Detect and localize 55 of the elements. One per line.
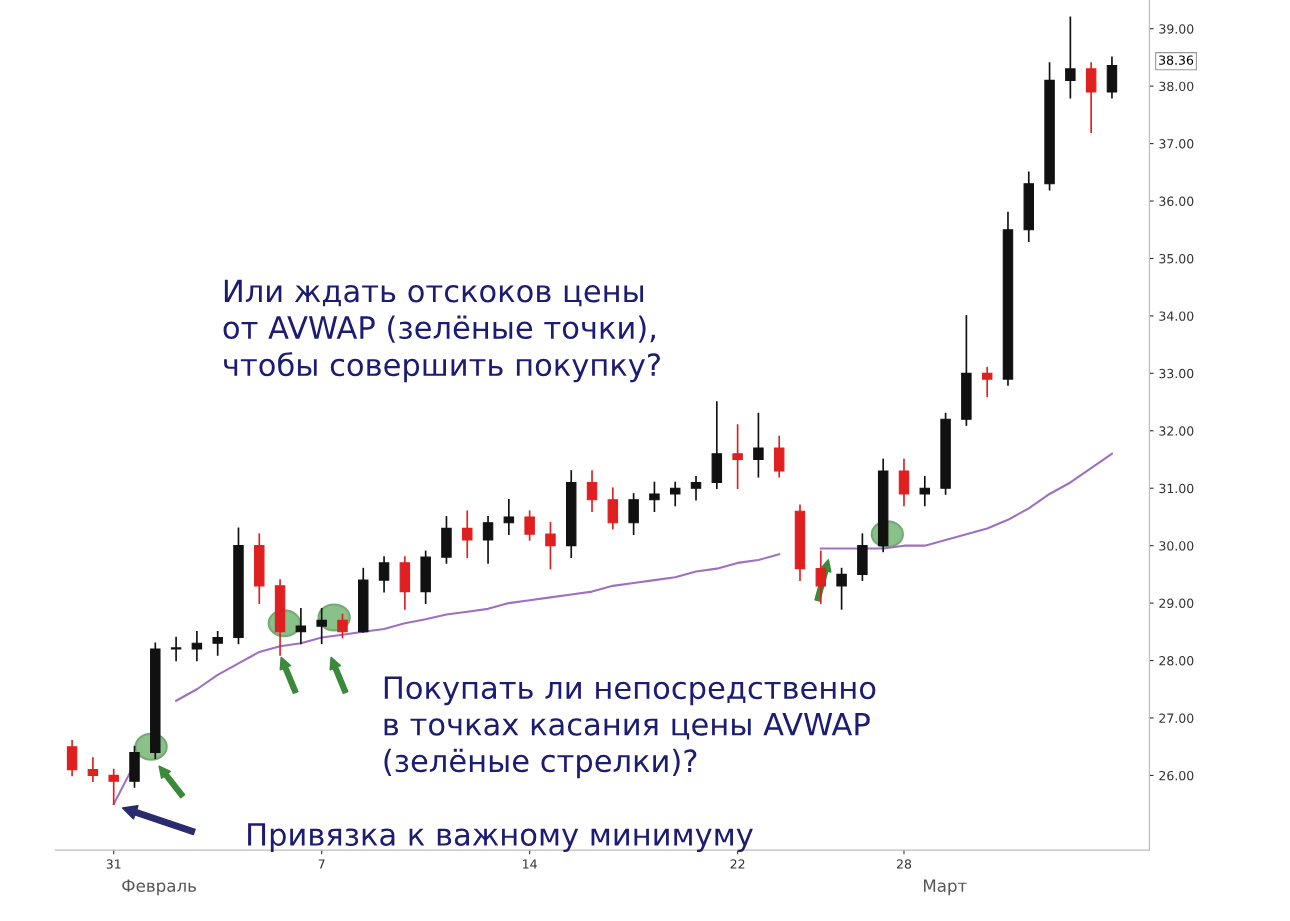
candlestick (524, 510, 535, 541)
x-tick-label: 22 (730, 859, 745, 869)
candlestick (919, 475, 931, 507)
annotation: Привязка к важному минимуму (248, 823, 753, 852)
y-tick-label: 37.00 (1159, 139, 1194, 149)
candlestick (170, 636, 182, 662)
y-tick-label: 32.00 (1159, 426, 1194, 436)
y-tick-label: 38.00 (1159, 81, 1194, 92)
y-tick-label: 39.00 (1159, 24, 1194, 34)
candlestick (690, 475, 702, 501)
text: Февраль (122, 879, 196, 896)
text: 38.36 (1159, 55, 1194, 65)
x-tick-label: 31 (106, 859, 121, 869)
candlestick (108, 768, 119, 805)
x-tick-label: 14 (523, 859, 537, 869)
y-tick-label: 27.00 (1159, 713, 1194, 723)
candlestick (836, 567, 847, 610)
candlestick (649, 481, 660, 513)
candlestick (545, 521, 556, 570)
candlestick (732, 424, 743, 490)
y-tick-label: 31.00 (1159, 483, 1194, 494)
y-tick-label: 30.00 (1159, 541, 1194, 551)
candlestick (316, 608, 327, 645)
y-tick-label: 26.00 (1159, 770, 1194, 781)
candlestick (87, 757, 99, 782)
candlestick (753, 412, 764, 478)
candlestick (586, 470, 598, 513)
x-tick-label: 28 (896, 859, 912, 869)
candlestick (378, 556, 390, 593)
candlestick (337, 613, 348, 639)
candlestick (482, 516, 494, 564)
text: Март (923, 879, 967, 896)
candlestick (295, 608, 307, 645)
y-tick-label: 28.00 (1159, 656, 1194, 666)
candlestick (191, 630, 203, 662)
candlestick (1065, 16, 1076, 99)
candlestick (462, 510, 473, 558)
candlestick (669, 481, 681, 507)
candlestick (607, 487, 619, 530)
annotation: Покупать ли непосредственно в точках касания цены AVWAP (зелёные стрелки)? (384, 676, 876, 779)
x-tick-label: 7 (318, 859, 325, 869)
candlestick (212, 630, 223, 656)
y-tick-label: 29.00 (1159, 598, 1194, 609)
candlestick (66, 740, 78, 777)
candlestick (773, 435, 785, 478)
candlestick (1085, 62, 1097, 133)
candlestick (898, 458, 910, 507)
y-tick-label: 33.00 (1159, 368, 1194, 379)
annotation: Или ждать отскоков цены от AVWAP (зелёные точки), чтобы совершить покупку? (223, 279, 660, 383)
candlestick (981, 366, 993, 398)
candlestick (628, 493, 639, 536)
candlestick (503, 498, 515, 536)
y-tick-label: 34.00 (1159, 311, 1194, 321)
y-tick-label: 36.00 (1159, 196, 1194, 206)
y-tick-label: 35.00 (1159, 253, 1194, 264)
